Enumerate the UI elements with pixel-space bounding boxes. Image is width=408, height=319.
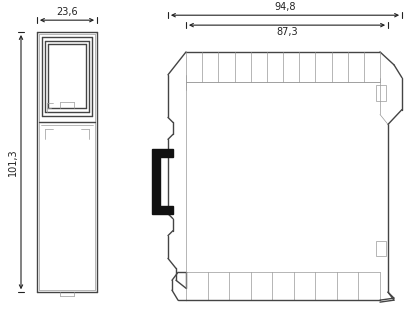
Bar [376, 85, 386, 100]
Text: 23,6: 23,6 [56, 7, 78, 17]
Bar [376, 241, 386, 256]
Text: 87,3: 87,3 [276, 27, 298, 37]
Polygon shape [152, 149, 173, 214]
Text: 101,3: 101,3 [8, 148, 18, 176]
Text: 94,8: 94,8 [274, 2, 296, 12]
